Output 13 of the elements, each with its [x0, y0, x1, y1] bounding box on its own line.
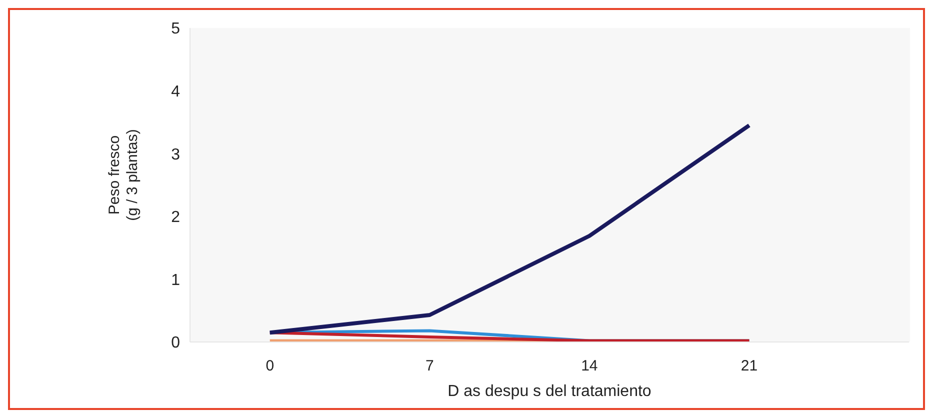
y-tick-label: 2	[171, 209, 180, 226]
y-tick-label: 0	[171, 334, 180, 352]
x-tick-label: 7	[425, 358, 434, 375]
y-tick-label: 5	[171, 20, 180, 38]
y-axis-title: Peso fresco (g / 3 plantas)	[106, 129, 141, 221]
x-axis-title: D as despu s del tratamiento	[448, 383, 652, 400]
x-tick-label: 0	[266, 358, 274, 375]
y-tick-label: 3	[171, 146, 180, 164]
x-tick-label: 21	[740, 358, 758, 375]
line-series	[268, 123, 752, 335]
y-tick-label: 4	[171, 83, 180, 100]
y-tick-label: 1	[171, 272, 180, 289]
x-tick-label: 14	[581, 358, 598, 375]
